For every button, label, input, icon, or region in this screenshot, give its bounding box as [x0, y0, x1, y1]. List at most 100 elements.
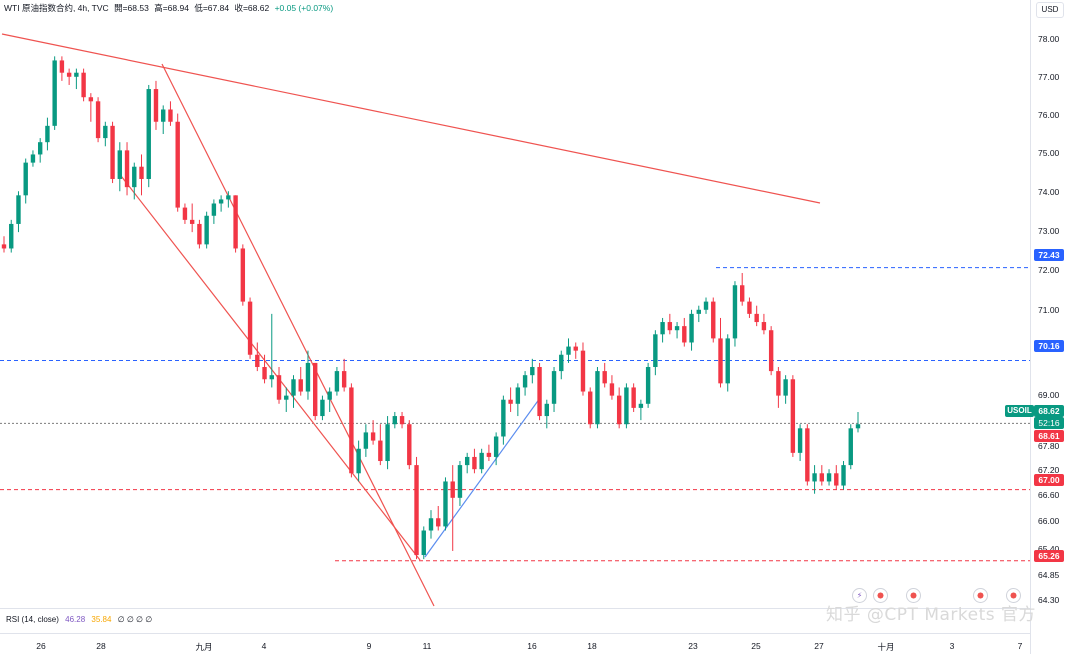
- countdown-label: 52:16: [1034, 417, 1064, 429]
- candle-down: [790, 379, 796, 453]
- time-axis[interactable]: 26 28 九月 4 9 11 16 18 23 25 27 十月 3 7: [0, 633, 1030, 655]
- price-tick: 72.00: [1038, 265, 1060, 275]
- currency-button[interactable]: USD: [1036, 2, 1064, 18]
- candle-down: [740, 285, 745, 302]
- time-tick: 4: [261, 641, 267, 651]
- price-axis[interactable]: [1030, 0, 1071, 654]
- candlestick-chart[interactable]: [0, 0, 1030, 610]
- candle-down: [313, 362, 318, 417]
- candle-up: [52, 60, 57, 126]
- candle-down: [139, 166, 144, 179]
- candle-down: [276, 375, 282, 400]
- us-flag-icon[interactable]: [906, 588, 921, 603]
- candle-down: [168, 109, 173, 122]
- trendline-upper: [1, 33, 821, 204]
- candle-down: [370, 432, 376, 441]
- candle-down: [399, 416, 405, 425]
- us-flag-icon[interactable]: [973, 588, 988, 603]
- chart-area[interactable]: [0, 0, 1030, 610]
- level-label-72: 72.43: [1034, 249, 1064, 261]
- bid-price-label: 68.61: [1034, 430, 1064, 442]
- price-tick: 65.40: [1038, 544, 1060, 554]
- candle-up: [674, 326, 680, 331]
- candle-down: [233, 195, 238, 249]
- price-tick: 66.00: [1038, 516, 1060, 526]
- chart-header: WTI 原油指数合约, 4h, TVC 開=68.53 高=68.94 低=67…: [4, 2, 336, 14]
- rsi-panel[interactable]: RSI (14, close) 46.28 35.84 ∅ ∅ ∅ ∅: [0, 608, 1030, 634]
- candle-up: [16, 195, 21, 224]
- candle-down: [66, 72, 72, 77]
- candle-up: [23, 162, 28, 196]
- candle-up: [327, 391, 332, 400]
- candle-down: [81, 72, 86, 98]
- price-tick: 64.30: [1038, 595, 1060, 605]
- candle-down: [667, 322, 673, 331]
- candle-up: [522, 375, 528, 388]
- high-value: 高=68.94: [154, 3, 189, 13]
- time-tick: 11: [422, 641, 432, 651]
- candle-up: [45, 125, 50, 143]
- price-tick: 71.00: [1038, 305, 1060, 315]
- candle-up: [103, 125, 108, 139]
- price-tick: 64.85: [1038, 570, 1060, 580]
- candle-up: [595, 371, 600, 425]
- candle-up: [457, 465, 463, 498]
- time-tick: 3: [949, 641, 955, 651]
- rsi-value: 46.28: [65, 615, 86, 624]
- candle-up: [284, 395, 289, 400]
- open-value: 開=68.53: [114, 3, 149, 13]
- rsi-ma-value: 35.84: [91, 615, 112, 624]
- candle-down: [747, 301, 752, 314]
- symbol-title[interactable]: WTI 原油指数合约, 4h, TVC: [4, 3, 109, 13]
- rsi-title: RSI (14, close): [6, 615, 59, 624]
- candle-up: [530, 367, 535, 376]
- channel-line-lower: [117, 171, 421, 561]
- price-tick: 78.00: [1038, 34, 1060, 44]
- time-tick: 十月: [877, 642, 895, 652]
- level-label-65: 65.26: [1034, 550, 1064, 562]
- candle-up: [305, 362, 311, 392]
- level-label-67: 67.00: [1034, 474, 1064, 486]
- candle-down: [819, 473, 825, 482]
- candle-up: [269, 375, 274, 380]
- candle-up: [291, 379, 296, 396]
- support-trendline: [424, 397, 541, 558]
- candle-up: [638, 403, 644, 408]
- candle-up: [37, 142, 43, 155]
- us-flag-icon[interactable]: [1006, 588, 1021, 603]
- time-tick: 25: [751, 641, 761, 651]
- candle-up: [645, 367, 651, 404]
- candle-down: [805, 428, 810, 482]
- alert-icon[interactable]: ⚡: [852, 588, 867, 603]
- time-tick: 26: [36, 641, 46, 651]
- candle-down: [240, 248, 246, 302]
- candle-up: [363, 432, 369, 449]
- us-flag-icon[interactable]: [873, 588, 888, 603]
- candle-down: [197, 223, 202, 245]
- candle-up: [725, 338, 730, 384]
- candle-down: [602, 371, 607, 384]
- candle-up: [566, 346, 571, 355]
- candle-down: [711, 301, 716, 339]
- candle-up: [783, 379, 788, 396]
- time-tick: 九月: [195, 642, 213, 652]
- candle-down: [407, 424, 412, 466]
- close-value: 收=68.62: [234, 3, 270, 13]
- candle-down: [472, 456, 477, 470]
- candle-down: [609, 383, 615, 396]
- candle-down: [768, 330, 774, 372]
- candle-down: [834, 473, 839, 486]
- rsi-legend: RSI (14, close) 46.28 35.84 ∅ ∅ ∅ ∅: [6, 615, 152, 624]
- candle-up: [204, 215, 209, 245]
- candle-down: [255, 354, 260, 368]
- time-tick: 16: [527, 641, 537, 651]
- symbol-tag: USOIL: [1005, 405, 1034, 417]
- candle-up: [320, 399, 325, 417]
- candle-up: [392, 416, 398, 425]
- candle-up: [479, 452, 484, 470]
- candle-up: [464, 456, 470, 466]
- candle-up: [841, 465, 846, 486]
- price-tick: 74.00: [1038, 187, 1060, 197]
- time-tick: 27: [814, 641, 824, 651]
- candle-down: [588, 391, 593, 425]
